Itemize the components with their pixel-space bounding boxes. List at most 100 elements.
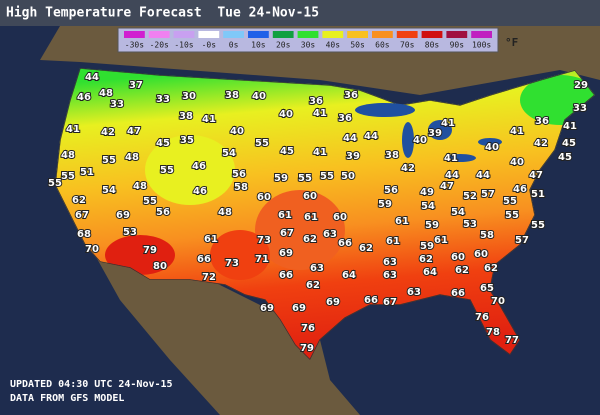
legend-swatch — [396, 31, 418, 38]
legend-swatch — [248, 31, 269, 38]
title: High Temperature Forecast Tue 24-Nov-15 — [6, 6, 319, 21]
legend-unit: °F — [505, 36, 518, 49]
temperature-label: 67 — [75, 210, 89, 221]
temperature-label: 46 — [193, 186, 207, 197]
temperature-label: 69 — [279, 248, 293, 259]
temperature-label: 55 — [48, 178, 62, 189]
temperature-label: 30 — [182, 91, 196, 102]
temperature-label: 38 — [225, 90, 239, 101]
temperature-label: 42 — [101, 127, 115, 138]
legend-swatch — [297, 31, 319, 38]
header-bar — [0, 0, 600, 26]
temperature-label: 36 — [338, 113, 352, 124]
temperature-label: 60 — [474, 249, 488, 260]
temperature-label: 36 — [309, 96, 323, 107]
legend-swatch — [223, 31, 244, 38]
temperature-label: 41 — [563, 121, 577, 132]
legend-label: 20s — [276, 41, 291, 50]
temperature-label: 61 — [304, 212, 318, 223]
temperature-label: 47 — [127, 126, 141, 137]
legend-label: 70s — [400, 41, 415, 50]
desert-hot-zone — [105, 235, 175, 275]
temperature-label: 38 — [179, 111, 193, 122]
temperature-label: 77 — [505, 335, 519, 346]
temperature-label: 53 — [463, 219, 477, 230]
temperature-label: 61 — [395, 216, 409, 227]
legend-swatch — [272, 31, 294, 38]
temperature-label: 62 — [306, 280, 320, 291]
temperature-label: 40 — [510, 157, 524, 168]
temperature-label: 68 — [77, 229, 91, 240]
temperature-label: 47 — [529, 170, 543, 181]
temperature-label: 54 — [421, 201, 435, 212]
temperature-label: 55 — [255, 138, 269, 149]
temperature-label: 69 — [116, 210, 130, 221]
temperature-label: 58 — [234, 182, 248, 193]
legend-label: -30s — [125, 41, 144, 50]
temperature-label: 59 — [420, 241, 434, 252]
temperature-label: 55 — [320, 171, 334, 182]
temperature-label: 29 — [574, 80, 588, 91]
temperature-label: 54 — [222, 148, 236, 159]
temperature-label: 69 — [292, 303, 306, 314]
temperature-label: 39 — [346, 151, 360, 162]
temperature-label: 33 — [573, 103, 587, 114]
temperature-label: 48 — [218, 207, 232, 218]
temperature-label: 44 — [445, 170, 459, 181]
temperature-label: 62 — [484, 263, 498, 274]
temperature-label: 63 — [383, 257, 397, 268]
temperature-label: 55 — [503, 196, 517, 207]
temperature-label: 33 — [110, 99, 124, 110]
temperature-label: 44 — [343, 133, 357, 144]
temperature-label: 46 — [192, 161, 206, 172]
temperature-label: 45 — [562, 138, 576, 149]
temperature-label: 64 — [342, 270, 356, 281]
temperature-label: 58 — [480, 230, 494, 241]
temperature-label: 66 — [197, 254, 211, 265]
legend-label: 40s — [326, 41, 341, 50]
legend: -30s -20s -10s -0s 0s 10s 20s 30s 40s 50s 60s 70s 80… — [124, 31, 492, 50]
temperature-label: 36 — [344, 90, 358, 101]
legend-swatch — [124, 31, 145, 38]
temperature-label: 79 — [300, 343, 314, 354]
plains-warm-zone — [255, 190, 345, 270]
temperature-label: 60 — [257, 192, 271, 203]
legend-label: 10s — [251, 41, 266, 50]
temperature-label: 60 — [451, 252, 465, 263]
legend-label: 60s — [375, 41, 390, 50]
temperature-label: 36 — [535, 116, 549, 127]
temperature-label: 76 — [475, 312, 489, 323]
temperature-label: 69 — [260, 303, 274, 314]
temperature-label: 59 — [425, 220, 439, 231]
legend-swatch — [347, 31, 368, 38]
temperature-label: 55 — [102, 155, 116, 166]
temperature-label: 48 — [61, 150, 75, 161]
temperature-label: 73 — [225, 258, 239, 269]
temperature-label: 57 — [481, 189, 495, 200]
temperature-label: 46 — [77, 92, 91, 103]
legend-label: -10s — [174, 41, 193, 50]
temperature-label: 56 — [232, 169, 246, 180]
temperature-label: 60 — [303, 191, 317, 202]
temperature-label: 60 — [333, 212, 347, 223]
temperature-label: 44 — [364, 131, 378, 142]
temperature-label: 53 — [123, 227, 137, 238]
lake-superior — [355, 103, 415, 117]
temperature-label: 61 — [204, 234, 218, 245]
temperature-label: 46 — [513, 184, 527, 195]
temperature-label: 71 — [255, 254, 269, 265]
temperature-label: 40 — [230, 126, 244, 137]
temperature-label: 45 — [558, 152, 572, 163]
temperature-label: 44 — [476, 170, 490, 181]
temperature-label: 41 — [66, 124, 80, 135]
temperature-label: 33 — [156, 94, 170, 105]
legend-swatch — [322, 31, 344, 38]
temperature-label: 42 — [401, 163, 415, 174]
temperature-label: 79 — [143, 245, 157, 256]
temperature-label: 40 — [485, 142, 499, 153]
temperature-label: 40 — [413, 135, 427, 146]
temperature-label: 41 — [510, 126, 524, 137]
